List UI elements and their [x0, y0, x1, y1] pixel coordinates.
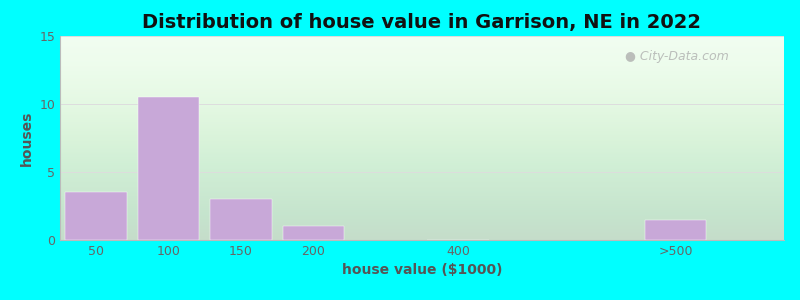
Y-axis label: houses: houses: [20, 110, 34, 166]
Bar: [282, 226, 344, 240]
Text: ● City-Data.com: ● City-Data.com: [625, 50, 729, 63]
Bar: [210, 199, 272, 240]
Bar: [138, 97, 199, 240]
X-axis label: house value ($1000): house value ($1000): [342, 263, 502, 278]
Bar: [66, 192, 127, 240]
Title: Distribution of house value in Garrison, NE in 2022: Distribution of house value in Garrison,…: [142, 13, 702, 32]
Bar: [645, 220, 706, 240]
